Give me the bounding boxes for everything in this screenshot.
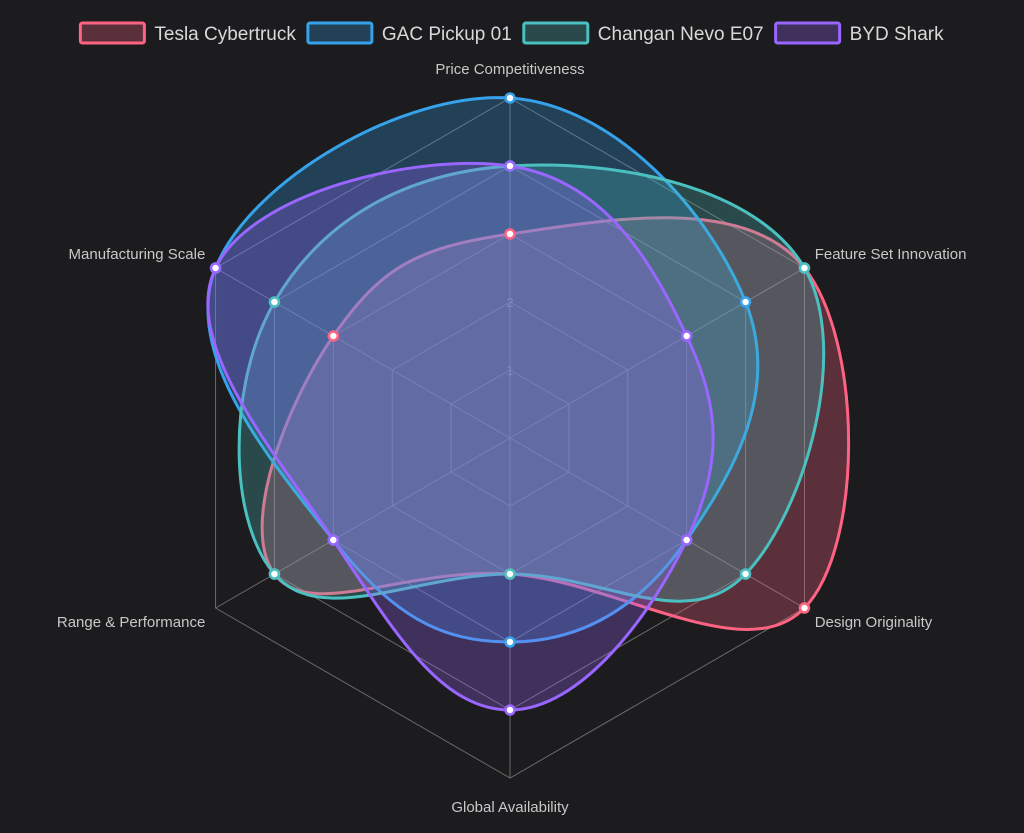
legend-swatch — [522, 21, 590, 45]
data-point[interactable] — [504, 160, 516, 172]
series-area — [206, 96, 760, 644]
legend: Tesla Cybertruck GAC Pickup 01 Changan Nev… — [78, 21, 944, 45]
data-point[interactable] — [268, 568, 281, 580]
legend-label: BYD Shark — [850, 24, 944, 45]
axis-label: Manufacturing Scale — [69, 246, 206, 263]
data-point[interactable] — [504, 704, 516, 716]
data-point[interactable] — [798, 262, 811, 274]
data-point[interactable] — [327, 534, 340, 546]
legend-label: Tesla Cybertruck — [154, 24, 296, 45]
data-point[interactable] — [504, 568, 516, 580]
legend-label: GAC Pickup 01 — [382, 24, 512, 45]
axis-label: Feature Set Innovation — [815, 246, 967, 263]
data-point[interactable] — [504, 228, 516, 240]
grid-spoke — [215, 437, 511, 609]
legend-item[interactable]: BYD Shark — [774, 21, 944, 45]
series-layer — [206, 96, 851, 712]
axis-label: Range & Performance — [57, 614, 205, 631]
data-point[interactable] — [268, 296, 281, 308]
data-point[interactable] — [739, 296, 752, 308]
legend-swatch — [306, 21, 374, 45]
data-point[interactable] — [209, 262, 222, 274]
legend-item[interactable]: Changan Nevo E07 — [522, 21, 764, 45]
grid-spoke — [509, 267, 805, 439]
legend-swatch — [78, 21, 146, 45]
axis-label: Price Competitiveness — [435, 61, 584, 78]
data-point[interactable] — [680, 330, 693, 342]
data-point[interactable] — [798, 602, 811, 614]
legend-swatch — [774, 21, 842, 45]
data-point[interactable] — [327, 330, 340, 342]
grid-spoke — [215, 267, 511, 439]
data-point[interactable] — [680, 534, 693, 546]
data-point[interactable] — [739, 568, 752, 580]
axis-labels: Price Competitiveness Feature Set Innovat… — [57, 61, 967, 816]
data-point[interactable] — [504, 92, 516, 104]
data-point[interactable] — [504, 636, 516, 648]
tick-label: 1 — [506, 363, 513, 378]
axis-label: Design Originality — [815, 614, 933, 631]
legend-item[interactable]: Tesla Cybertruck — [78, 21, 296, 45]
tick-label: 2 — [506, 295, 513, 310]
legend-item[interactable]: GAC Pickup 01 — [306, 21, 512, 45]
points-layer — [209, 92, 811, 716]
grid-spoke — [509, 437, 805, 609]
legend-label: Changan Nevo E07 — [598, 24, 764, 45]
axis-label: Global Availability — [451, 799, 569, 816]
